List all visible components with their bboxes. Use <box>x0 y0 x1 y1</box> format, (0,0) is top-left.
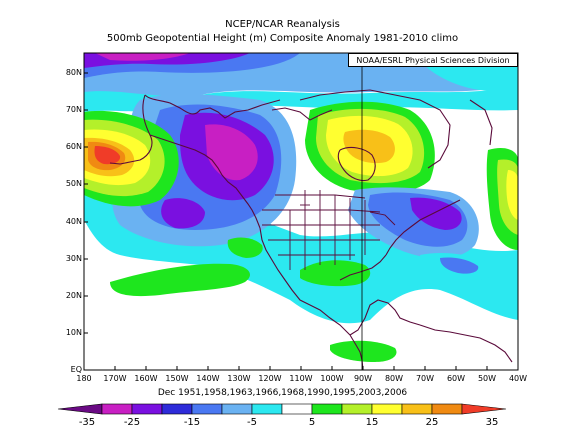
colorbar-label: -5 <box>247 417 257 428</box>
lat-label: EQ <box>70 365 82 374</box>
colorbar-swatch <box>431 403 463 415</box>
colorbar-swatch <box>161 403 193 415</box>
lat-label: 30N <box>65 254 82 263</box>
colorbar <box>57 403 507 415</box>
lon-label: 90W <box>353 374 373 383</box>
lat-label: 20N <box>65 291 82 300</box>
colorbar-swatch <box>101 403 133 415</box>
colorbar-swatch <box>191 403 223 415</box>
colorbar-label: -15 <box>183 417 201 428</box>
colorbar-label: 25 <box>425 417 439 428</box>
lat-label: 80N <box>65 68 82 77</box>
lon-label: 50W <box>477 374 497 383</box>
lon-label: 140W <box>196 374 220 383</box>
lon-label: 180 <box>76 374 92 383</box>
colorbar-label: 15 <box>365 417 379 428</box>
colorbar-swatch <box>281 403 313 415</box>
lat-label: 60N <box>65 142 82 151</box>
lon-label: 110W <box>289 374 313 383</box>
lat-label: 70N <box>65 105 82 114</box>
plot-frame <box>83 52 519 371</box>
lon-label: 170W <box>103 374 127 383</box>
lat-label: 40N <box>65 217 82 226</box>
lon-label: 120W <box>258 374 282 383</box>
lon-label: 150W <box>165 374 189 383</box>
lat-label: 10N <box>65 328 82 337</box>
colorbar-swatch <box>311 403 343 415</box>
colorbar-swatch <box>371 403 403 415</box>
state-borders <box>262 190 396 270</box>
colorbar-swatch <box>251 403 283 415</box>
colorbar-label: -35 <box>78 417 96 428</box>
lon-label: 160W <box>134 374 158 383</box>
map-title: NCEP/NCAR Reanalysis <box>225 19 340 30</box>
colorbar-label: 35 <box>485 417 499 428</box>
lon-label: 70W <box>415 374 435 383</box>
map-subtitle: 500mb Geopotential Height (m) Composite … <box>106 33 459 44</box>
colorbar-swatch <box>461 403 507 415</box>
lat-label: 50N <box>65 179 82 188</box>
colorbar-swatch <box>221 403 253 415</box>
lon-label: 60W <box>446 374 466 383</box>
colorbar-label: -25 <box>123 417 141 428</box>
lon-label: 100W <box>320 374 344 383</box>
colorbar-swatch <box>131 403 163 415</box>
colorbar-swatch <box>341 403 373 415</box>
credit-box: NOAA/ESRL Physical Sciences Division <box>348 53 518 67</box>
lon-label: 40W <box>508 374 528 383</box>
colorbar-label: 5 <box>308 417 316 428</box>
composite-dates: Dec 1951,1958,1963,1966,1968,1990,1995,2… <box>157 388 408 398</box>
colorbar-swatch <box>401 403 433 415</box>
colorbar-swatch <box>57 403 103 415</box>
lon-label: 80W <box>384 374 404 383</box>
lon-label: 130W <box>227 374 251 383</box>
